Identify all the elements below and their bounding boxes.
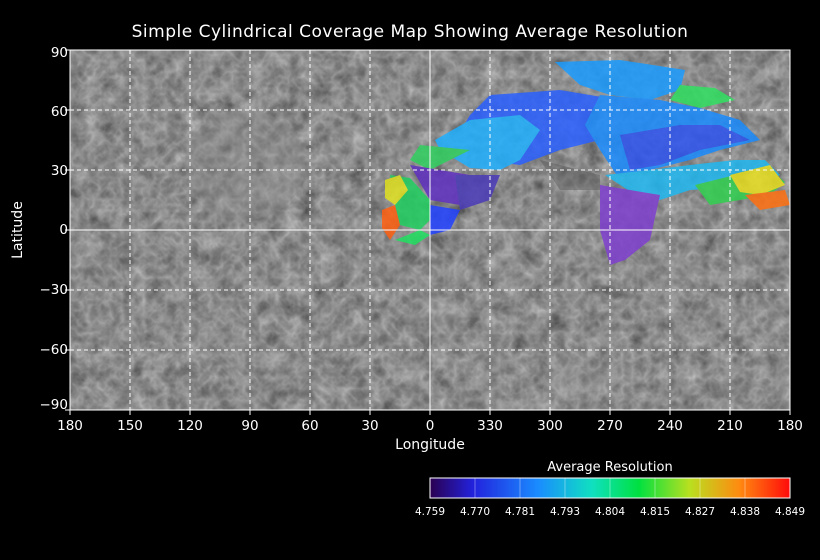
colorbar-tick-label: 4.759 xyxy=(414,506,446,518)
y-tick-label: 0 xyxy=(59,222,68,238)
y-axis-label: Latitude xyxy=(10,201,26,259)
x-tick-label: 240 xyxy=(657,418,683,434)
y-tick-label: −30 xyxy=(39,282,69,298)
x-tick-label: 90 xyxy=(241,418,259,434)
colorbar-tick-label: 4.838 xyxy=(729,506,761,518)
x-axis-label: Longitude xyxy=(395,437,465,453)
colorbar-tick-label: 4.849 xyxy=(774,506,806,518)
x-tick-label: 270 xyxy=(597,418,623,434)
x-tick-label: 180 xyxy=(777,418,803,434)
y-tick-label: −90 xyxy=(39,397,69,413)
axis-ticks xyxy=(65,49,791,415)
x-tick-label: 120 xyxy=(177,418,203,434)
y-tick-label: 60 xyxy=(50,104,68,120)
colorbar-tick-label: 4.827 xyxy=(684,506,716,518)
colorbar-tick-label: 4.793 xyxy=(549,506,581,518)
x-tick-label: 330 xyxy=(477,418,503,434)
y-tick-label: 90 xyxy=(50,45,68,61)
colorbar xyxy=(429,477,791,499)
colorbar-dividers xyxy=(474,478,746,498)
x-tick-label: 300 xyxy=(537,418,563,434)
x-tick-label: 30 xyxy=(361,418,379,434)
x-tick-label: 150 xyxy=(117,418,143,434)
y-tick-label: 30 xyxy=(50,163,68,179)
colorbar-tick-label: 4.781 xyxy=(504,506,536,518)
colorbar-title: Average Resolution xyxy=(547,460,673,475)
x-tick-label: 180 xyxy=(57,418,83,434)
colorbar-tick-label: 4.770 xyxy=(459,506,491,518)
x-tick-label: 0 xyxy=(425,418,435,434)
coverage-overlay xyxy=(382,60,790,265)
x-tick-label: 60 xyxy=(301,418,319,434)
colorbar-tick-label: 4.815 xyxy=(639,506,671,518)
prime-meridian-equator xyxy=(70,50,790,410)
colorbar-tick-label: 4.804 xyxy=(594,506,626,518)
chart-title: Simple Cylindrical Coverage Map Showing … xyxy=(131,22,689,42)
x-tick-label: 210 xyxy=(717,418,743,434)
y-tick-label: −60 xyxy=(39,342,69,358)
